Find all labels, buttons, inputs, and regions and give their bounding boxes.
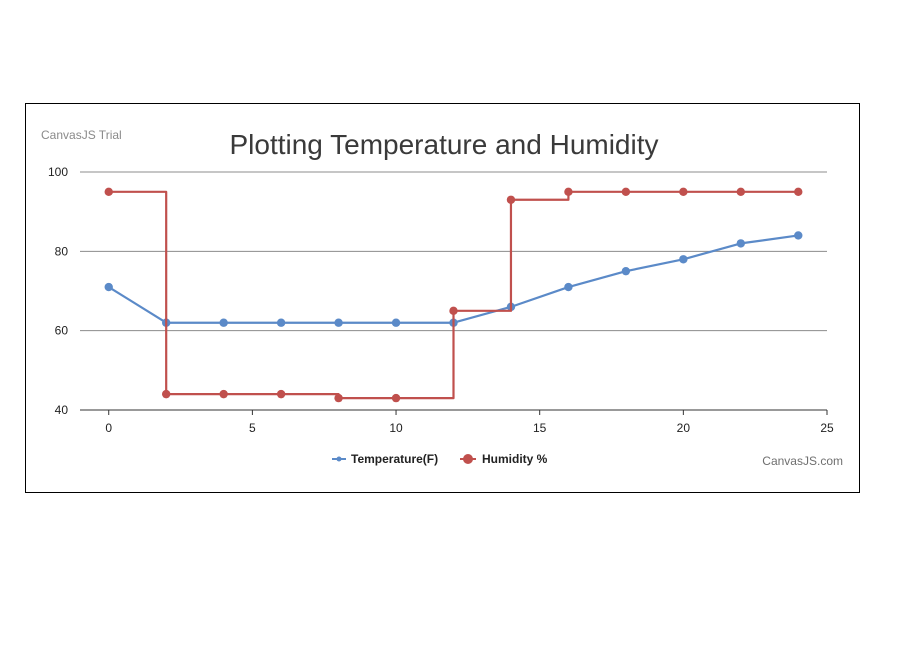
humidity-point: [219, 389, 228, 399]
humidity-point: [736, 187, 746, 197]
x-tick-label: 5: [249, 421, 256, 435]
humidity-point: [794, 187, 803, 197]
chart-container: [25, 103, 860, 493]
x-tick-label: 15: [533, 421, 547, 435]
x-tick-label: 0: [105, 421, 112, 435]
temperature-point: [391, 318, 401, 327]
temperature-point: [794, 231, 803, 240]
humidity-point: [391, 393, 401, 403]
x-tick-label: 25: [820, 421, 834, 435]
humidity-step-line: [108, 190, 799, 400]
humidity-point: [334, 393, 343, 403]
humidity-point: [621, 187, 631, 197]
temperature-point: [334, 318, 343, 327]
legend-item-humidity[interactable]: Humidity %: [460, 452, 548, 466]
axes: 40 60 80 100 0 5 10 15 20 25: [48, 165, 834, 435]
legend-label: Humidity %: [482, 452, 548, 466]
x-tick-label: 20: [677, 421, 691, 435]
y-tick-label: 80: [55, 244, 69, 258]
chart-title: Plotting Temperature and Humidity: [229, 129, 658, 160]
temperature-point: [104, 282, 113, 292]
temperature-point: [276, 318, 286, 327]
humidity-point: [449, 306, 458, 316]
temperature-point: [219, 318, 228, 327]
x-tick-label: 10: [389, 421, 403, 435]
credit-text: CanvasJS.com: [762, 454, 843, 468]
series-layer: [104, 187, 803, 403]
humidity-point: [506, 195, 516, 204]
humidity-point: [564, 187, 573, 197]
temperature-point: [564, 282, 573, 292]
legend-label: Temperature(F): [351, 452, 438, 466]
temperature-point: [736, 239, 746, 248]
humidity-point: [104, 187, 113, 197]
y-tick-label: 60: [55, 324, 69, 338]
humidity-point: [679, 187, 688, 197]
watermark-text: CanvasJS Trial: [41, 128, 122, 142]
legend-dot-marker: [336, 456, 342, 462]
legend-item-temperature[interactable]: Temperature(F): [332, 452, 438, 466]
humidity-point: [276, 389, 286, 399]
y-tick-label: 100: [48, 165, 68, 179]
humidity-point: [161, 389, 171, 399]
temperature-point: [679, 255, 688, 264]
legend-dot-marker: [463, 454, 473, 464]
temperature-point: [621, 266, 631, 276]
legend[interactable]: Temperature(F) Humidity %: [332, 452, 548, 466]
y-tick-label: 40: [55, 403, 69, 417]
